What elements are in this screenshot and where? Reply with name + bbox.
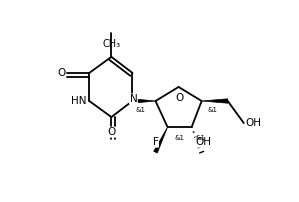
Polygon shape	[132, 99, 155, 103]
Text: HN: HN	[71, 96, 86, 106]
Text: F: F	[152, 137, 158, 147]
Text: CH₃: CH₃	[102, 39, 120, 49]
Text: O: O	[57, 68, 65, 78]
Text: OH: OH	[196, 137, 212, 147]
Polygon shape	[154, 127, 167, 153]
Text: N: N	[129, 94, 137, 104]
Text: &1: &1	[135, 107, 146, 113]
Text: &1: &1	[175, 135, 184, 141]
Polygon shape	[202, 99, 228, 103]
Text: &1: &1	[208, 107, 218, 113]
Text: O: O	[176, 93, 184, 103]
Text: O: O	[107, 127, 115, 137]
Text: OH: OH	[246, 118, 262, 128]
Text: &1: &1	[196, 135, 206, 141]
